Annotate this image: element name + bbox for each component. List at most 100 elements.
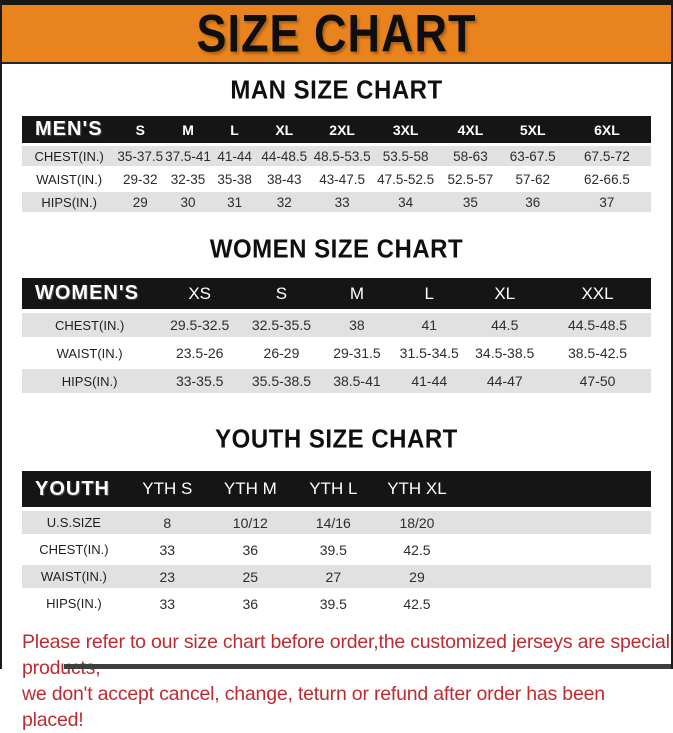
size-value-cell: 29 [116, 192, 165, 212]
size-value-cell: 8 [125, 511, 209, 534]
charts-area: MAN SIZE CHART MEN'S S M L XL 2XL 3XL 4XL 5XL 6XL… [2, 75, 671, 619]
size-column-header: YTH S [125, 471, 209, 507]
size-value-cell: 30 [164, 192, 212, 212]
order-notice-line2: we don't accept cancel, change, teturn o… [22, 683, 605, 731]
size-value-cell: 35-38 [211, 169, 258, 189]
size-value-cell: 44-47 [465, 369, 545, 393]
size-value-cell: 38-43 [257, 169, 312, 189]
section-youth: YOUTH SIZE CHART YOUTH YTH S YTH M YTH L YTH… [2, 425, 671, 619]
size-value-cell: 58-63 [438, 146, 503, 166]
size-value-cell: 35.5-38.5 [242, 369, 321, 393]
size-value-cell: 35 [438, 192, 503, 212]
size-value-cell: 63-67.5 [502, 146, 563, 166]
size-value-cell: 35-37.5 [116, 146, 165, 166]
size-value-cell: 36 [208, 538, 292, 561]
measurement-row: WAIST(IN.) 23 25 27 29 [22, 565, 651, 588]
size-column-header: L [393, 278, 466, 309]
size-value-cell: 38.5-41 [320, 369, 394, 393]
size-value-cell: 43-47.5 [311, 169, 373, 189]
measurement-label: CHEST(IN.) [22, 538, 126, 561]
size-value-cell: 33 [125, 592, 209, 615]
measurement-row: HIPS(IN.) 33-35.5 35.5-38.5 38.5-41 41-44 44-… [22, 369, 651, 393]
size-column-header: 4XL [438, 116, 503, 143]
size-value-cell: 36 [208, 592, 292, 615]
size-value-cell: 38.5-42.5 [544, 341, 651, 365]
filler-header-cell [459, 471, 651, 507]
size-column-header: XS [157, 278, 243, 309]
measurement-label: HIPS(IN.) [22, 369, 158, 393]
size-value-cell: 44-48.5 [257, 146, 312, 166]
table-title-cell: WOMEN'S [22, 278, 158, 309]
measurement-label: WAIST(IN.) [22, 565, 126, 588]
table-header-row: WOMEN'S XS S M L XL XXL [22, 278, 651, 309]
men-section-heading: MAN SIZE CHART [230, 75, 443, 106]
size-value-cell: 25 [208, 565, 292, 588]
measurement-label: CHEST(IN.) [22, 313, 158, 337]
measurement-row: WAIST(IN.) 23.5-26 26-29 29-31.5 31.5-34.5 34… [22, 341, 651, 365]
size-value-cell: 33 [311, 192, 373, 212]
size-column-header: S [116, 116, 165, 143]
size-column-header: XL [257, 116, 312, 143]
size-column-header: XXL [544, 278, 651, 309]
size-value-cell: 23.5-26 [157, 341, 243, 365]
size-value-cell: 32 [257, 192, 312, 212]
size-value-cell: 41 [393, 313, 466, 337]
measurement-label: CHEST(IN.) [22, 146, 117, 166]
bottom-border-strip [64, 664, 671, 669]
size-value-cell: 36 [502, 192, 563, 212]
men-size-table: MEN'S S M L XL 2XL 3XL 4XL 5XL 6XL CHEST(IN.) 35-37… [22, 113, 651, 215]
size-value-cell: 39.5 [291, 538, 375, 561]
order-notice: Please refer to our size chart before or… [22, 629, 671, 733]
table-title-cell: YOUTH [22, 471, 126, 507]
size-value-cell: 38 [320, 313, 394, 337]
size-value-cell: 37 [562, 192, 651, 212]
size-value-cell: 27 [291, 565, 375, 588]
size-value-cell: 41-44 [393, 369, 466, 393]
order-notice-line1: Please refer to our size chart before or… [22, 631, 670, 679]
women-section-heading: WOMEN SIZE CHART [209, 234, 464, 265]
size-value-cell: 14/16 [291, 511, 375, 534]
size-value-cell: 44.5 [465, 313, 545, 337]
size-value-cell: 29-32 [116, 169, 165, 189]
size-column-header: 3XL [372, 116, 439, 143]
measurement-row: HIPS(IN.) 33 36 39.5 42.5 [22, 592, 651, 615]
measurement-row: CHEST(IN.) 35-37.5 37.5-41 41-44 44-48.5 48.5… [22, 146, 651, 166]
size-value-cell: 34 [372, 192, 439, 212]
youth-size-table: YOUTH YTH S YTH M YTH L YTH XL U.S.SIZE 8 10/12… [22, 467, 651, 619]
measurement-label: WAIST(IN.) [22, 169, 117, 189]
size-value-cell: 41-44 [211, 146, 258, 166]
size-column-header: 5XL [502, 116, 563, 143]
size-value-cell: 42.5 [374, 592, 460, 615]
women-size-table: WOMEN'S XS S M L XL XXL CHEST(IN.) 29.5-32.5 32.5… [22, 274, 651, 397]
measurement-label: U.S.SIZE [22, 511, 126, 534]
size-value-cell: 39.5 [291, 592, 375, 615]
table-title-cell: MEN'S [22, 116, 117, 143]
size-value-cell: 47-50 [544, 369, 651, 393]
size-column-header: 6XL [562, 116, 651, 143]
size-value-cell: 37.5-41 [164, 146, 212, 166]
size-value-cell: 53.5-58 [372, 146, 439, 166]
size-value-cell: 62-66.5 [562, 169, 651, 189]
size-value-cell: 33 [125, 538, 209, 561]
table-header-row: MEN'S S M L XL 2XL 3XL 4XL 5XL 6XL [22, 116, 651, 143]
size-column-header: M [164, 116, 212, 143]
size-value-cell: 31 [211, 192, 258, 212]
title-banner: SIZE CHART [2, 3, 671, 64]
size-column-header: L [211, 116, 258, 143]
size-value-cell: 26-29 [242, 341, 321, 365]
size-value-cell: 29-31.5 [320, 341, 394, 365]
size-column-header: XL [465, 278, 545, 309]
size-value-cell: 48.5-53.5 [311, 146, 373, 166]
size-value-cell: 42.5 [374, 538, 460, 561]
size-column-header: 2XL [311, 116, 373, 143]
size-value-cell: 47.5-52.5 [372, 169, 439, 189]
size-column-header: YTH M [208, 471, 292, 507]
filler-cell [459, 538, 651, 561]
filler-cell [459, 592, 651, 615]
measurement-row: CHEST(IN.) 33 36 39.5 42.5 [22, 538, 651, 561]
size-column-header: M [320, 278, 394, 309]
size-value-cell: 33-35.5 [157, 369, 243, 393]
size-column-header: YTH XL [374, 471, 460, 507]
measurement-row: U.S.SIZE 8 10/12 14/16 18/20 [22, 511, 651, 534]
